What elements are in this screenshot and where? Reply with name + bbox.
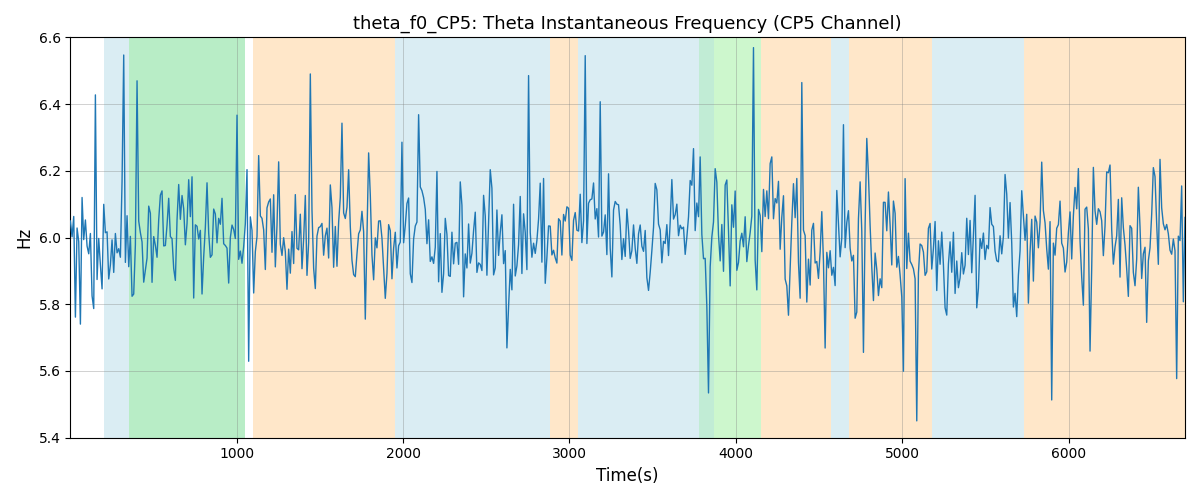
X-axis label: Time(s): Time(s): [596, 467, 659, 485]
Bar: [550, 38, 577, 438]
Bar: [253, 38, 395, 438]
Title: theta_f0_CP5: Theta Instantaneous Frequency (CP5 Channel): theta_f0_CP5: Theta Instantaneous Freque…: [353, 15, 902, 34]
Bar: [1024, 38, 1186, 438]
Bar: [577, 38, 700, 438]
Bar: [830, 38, 848, 438]
Y-axis label: Hz: Hz: [14, 227, 32, 248]
Bar: [700, 38, 714, 438]
Bar: [761, 38, 830, 438]
Bar: [932, 38, 1024, 438]
Bar: [848, 38, 932, 438]
Bar: [395, 38, 550, 438]
Bar: [128, 38, 245, 438]
Bar: [103, 38, 245, 438]
Bar: [700, 38, 761, 438]
